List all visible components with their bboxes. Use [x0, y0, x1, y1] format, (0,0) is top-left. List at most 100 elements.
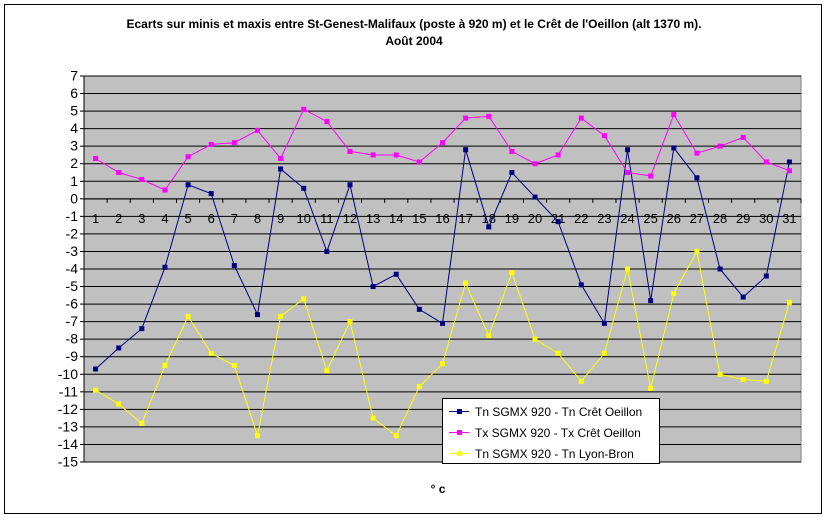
x-tick-label: 18	[482, 211, 496, 226]
data-point	[231, 140, 237, 146]
legend-swatch	[449, 407, 469, 417]
data-point	[625, 147, 631, 153]
data-point	[416, 306, 422, 312]
data-point	[786, 168, 792, 174]
data-point	[578, 115, 584, 121]
y-tick-label: -12	[58, 401, 78, 417]
data-point	[694, 150, 700, 156]
chart-legend: Tn SGMX 920 - Tn Crêt Oeillon Tx SGMX 920…	[442, 398, 660, 464]
legend-item: Tx SGMX 920 - Tx Crêt Oeillon	[449, 422, 659, 443]
y-tick-label: -15	[58, 454, 78, 470]
legend-item: Tn SGMX 920 - Tn Crêt Oeillon	[449, 401, 659, 422]
x-tick-label: 14	[389, 211, 403, 226]
y-tick-label: 6	[70, 85, 78, 101]
data-point	[370, 152, 376, 158]
x-tick-label: 22	[574, 211, 588, 226]
x-tick-label: 13	[366, 211, 380, 226]
x-tick-label: 7	[231, 211, 238, 226]
y-tick-label: 0	[70, 190, 78, 206]
data-point	[324, 368, 330, 374]
data-point	[208, 350, 214, 356]
y-tick-label: 7	[70, 68, 78, 84]
data-point	[717, 371, 723, 377]
series-2	[93, 106, 792, 193]
data-point	[671, 112, 677, 118]
data-point	[324, 248, 330, 254]
y-tick-label: 5	[70, 103, 78, 119]
data-point	[486, 333, 492, 339]
data-point	[555, 219, 561, 225]
data-point	[717, 143, 723, 149]
data-point	[231, 363, 237, 368]
y-tick-label: -2	[66, 225, 79, 241]
y-tick-label: -4	[66, 261, 79, 277]
x-tick-label: 17	[458, 211, 472, 226]
data-point	[532, 336, 538, 342]
data-point	[139, 420, 145, 426]
data-point	[625, 170, 631, 175]
data-point	[763, 273, 769, 279]
x-tick-label: 6	[208, 211, 215, 226]
y-tick-label: -6	[66, 296, 79, 312]
y-tick-label: -1	[66, 208, 79, 224]
x-tick-label: 31	[782, 211, 796, 226]
y-tick-label: -11	[59, 383, 78, 399]
data-point	[532, 194, 538, 200]
x-tick-label: 8	[254, 211, 261, 226]
data-point	[578, 282, 584, 288]
data-point	[717, 266, 723, 272]
data-point	[509, 170, 515, 175]
data-point	[185, 154, 191, 160]
data-point	[694, 248, 700, 254]
data-point	[370, 415, 376, 421]
data-point	[208, 141, 214, 147]
data-point	[254, 312, 260, 318]
data-point	[278, 166, 284, 172]
data-point	[555, 350, 561, 356]
x-tick-label: 30	[759, 211, 773, 226]
x-tick-label: 19	[505, 211, 519, 226]
legend-label: Tn SGMX 920 - Tn Crêt Oeillon	[475, 404, 643, 419]
y-tick-label: -14	[58, 436, 78, 452]
data-point	[786, 159, 792, 165]
x-tick-label: 2	[115, 211, 122, 226]
y-tick-label: 2	[70, 155, 78, 171]
series-1	[93, 145, 792, 372]
chart-title-line2: Août 2004	[385, 34, 443, 48]
x-tick-label: 9	[277, 211, 284, 226]
x-tick-label: 26	[667, 211, 681, 226]
data-point	[486, 113, 492, 119]
y-tick-label: -9	[66, 348, 79, 364]
legend-swatch	[449, 428, 469, 438]
data-point	[278, 313, 284, 319]
data-point	[139, 177, 145, 183]
data-point	[416, 159, 422, 165]
data-point	[440, 361, 445, 367]
data-point	[486, 224, 492, 230]
legend-swatch	[449, 449, 469, 459]
data-point	[763, 159, 769, 165]
chart-title-line1: Ecarts sur minis et maxis entre St-Genes…	[126, 17, 702, 31]
data-point	[347, 148, 353, 154]
data-point	[208, 191, 214, 197]
data-point	[162, 264, 168, 270]
data-point	[463, 147, 469, 153]
data-point	[740, 134, 746, 140]
x-axis-label: ° c	[430, 482, 446, 496]
data-point	[393, 271, 399, 277]
data-point	[648, 173, 654, 179]
x-tick-label: 28	[713, 211, 727, 226]
y-tick-label: 1	[70, 173, 78, 189]
data-point	[324, 119, 330, 125]
series-3	[93, 248, 792, 439]
data-point	[162, 187, 168, 193]
x-tick-label: 12	[343, 211, 357, 226]
data-point	[694, 175, 700, 181]
y-tick-label: -8	[66, 331, 79, 347]
data-point	[254, 127, 260, 133]
data-point	[786, 299, 792, 305]
y-tick-label: 4	[70, 120, 78, 136]
data-point	[254, 433, 260, 439]
y-tick-label: -10	[58, 366, 78, 382]
